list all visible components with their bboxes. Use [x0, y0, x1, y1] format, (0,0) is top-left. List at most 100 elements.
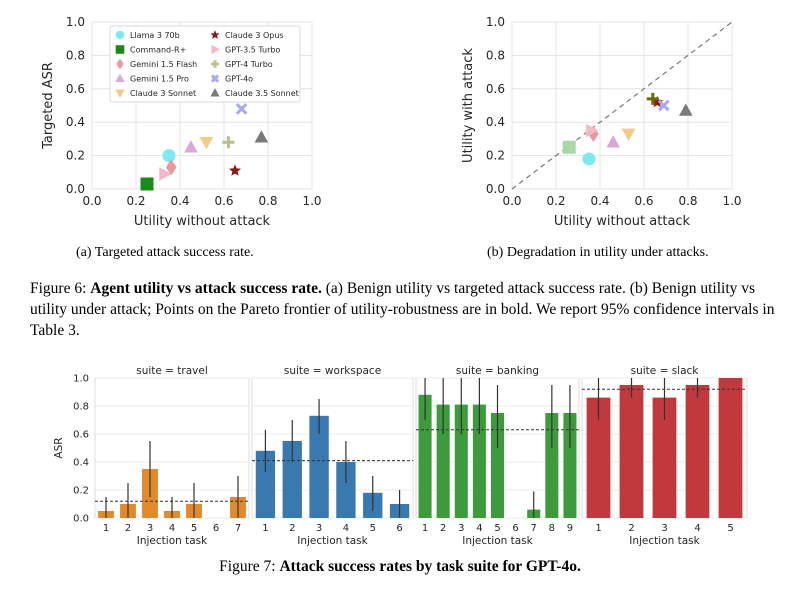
- point-claude-3-5-sonnet: [254, 130, 269, 143]
- bar-suite-banking-2: [436, 404, 450, 518]
- figure-6-label: Figure 6:: [30, 280, 87, 297]
- y-tick-label: 0.0: [66, 182, 85, 196]
- bar-suite-banking-9: [563, 413, 577, 518]
- legend-marker-gpt-4-turbo: [211, 60, 219, 68]
- bar-suite-slack-2: [619, 385, 644, 518]
- point-gemini-1-5-pro: [184, 140, 198, 153]
- x-tick-label: 7: [235, 523, 241, 534]
- y-tick-label: 0.8: [486, 48, 505, 62]
- legend-marker-claude-3-5-sonnet: [210, 88, 220, 97]
- x-tick-label: 0.0: [502, 194, 521, 208]
- x-tick-label: 2: [289, 523, 295, 534]
- point-gpt-3-5-turbo: [159, 167, 172, 181]
- subcaption-b: (b) Degradation in utility under attacks…: [487, 245, 709, 260]
- bar-suite-banking-1: [418, 394, 432, 518]
- point-claude-3-5-sonnet: [678, 103, 693, 116]
- point-claude-3-sonnet: [199, 136, 214, 150]
- figure-7-caption: Figure 7: Attack success rates by task s…: [0, 558, 800, 576]
- legend-marker-gpt-3-5-turbo: [211, 44, 220, 55]
- legend-marker-claude-3-opus: [210, 30, 220, 39]
- legend-label-gpt-4-turbo: GPT-4 Turbo: [225, 60, 273, 69]
- x-tick-label: 8: [549, 523, 555, 534]
- y-axis-label: Utility with attack: [461, 48, 476, 163]
- bar-suite-workspace-3: [309, 415, 329, 518]
- x-axis-label: Injection task: [297, 535, 368, 547]
- y-tick-label: 0.2: [66, 149, 85, 163]
- legend-label-claude-3-5-sonnet: Claude 3.5 Sonnet: [225, 89, 299, 98]
- point-llama-3-70b: [582, 152, 596, 166]
- x-tick-label: 3: [316, 523, 322, 534]
- bar-suite-banking-8: [545, 413, 559, 518]
- y-tick-label: 0.4: [66, 115, 85, 129]
- y-tick-label: 0.8: [73, 402, 89, 413]
- y-axis-label: ASR: [53, 437, 65, 458]
- x-tick-label: 1: [103, 523, 109, 534]
- diagonal-line: [511, 21, 733, 190]
- x-tick-label: 6: [213, 523, 219, 534]
- point-gemini-1-5-pro: [606, 135, 621, 148]
- x-tick-label: 0.6: [214, 194, 233, 208]
- bar-suite-slack-4: [685, 385, 710, 518]
- bar-suite-slack-5: [718, 378, 743, 518]
- x-tick-label: 1.0: [302, 194, 321, 208]
- legend-marker-gemini-1-5-flash: [116, 58, 124, 70]
- point-command-r: [562, 140, 576, 154]
- point-gpt-4-turbo: [646, 92, 659, 105]
- x-tick-label: 5: [191, 523, 197, 534]
- y-tick-label: 0.4: [486, 115, 505, 129]
- x-axis-label: Injection task: [629, 535, 700, 547]
- x-tick-label: 0.2: [546, 194, 565, 208]
- figure-6-caption: Figure 6: Agent utility vs attack succes…: [30, 278, 775, 341]
- legend-label-gemini-1-5-pro: Gemini 1.5 Pro: [130, 75, 189, 84]
- bar-suite-slack-3: [652, 397, 677, 518]
- point-gpt-3-5-turbo: [585, 123, 599, 138]
- figure-6b-scatter: 0.00.0 0.2 0.2 0.4 0.4 0.6 0.6 0.8 0.8 1.0 1.0 Util…: [461, 15, 742, 229]
- x-tick-label: 3: [147, 523, 153, 534]
- x-tick-label: 4: [476, 523, 482, 534]
- subcaption-a: (a) Targeted attack success rate.: [76, 245, 254, 260]
- y-tick-label: 0.6: [486, 82, 505, 96]
- bar-suite-slack-1: [586, 397, 611, 518]
- x-tick-label: 0.0: [82, 194, 101, 208]
- x-tick-label: 2: [628, 523, 634, 534]
- point-gpt-4o: [235, 102, 248, 115]
- y-tick-label: 0.2: [73, 486, 89, 497]
- legend-label-gemini-1-5-flash: Gemini 1.5 Flash: [130, 60, 197, 69]
- x-tick-label: 2: [440, 523, 446, 534]
- x-tick-label: 4: [694, 523, 700, 534]
- x-axis-label: Utility without attack: [554, 214, 691, 229]
- x-tick-label: 0.6: [634, 194, 653, 208]
- bar-suite-workspace-4: [336, 462, 356, 518]
- legend-label-gpt-3-5-turbo: GPT-3.5 Turbo: [225, 46, 280, 55]
- legend-label-claude-3-sonnet: Claude 3 Sonnet: [130, 89, 196, 98]
- y-tick-label: 0.0: [73, 514, 89, 525]
- x-tick-label: 9: [567, 523, 573, 534]
- point-command-r: [140, 177, 154, 191]
- x-tick-label: 5: [727, 523, 733, 534]
- legend-marker-command-r: [115, 45, 125, 54]
- x-axis-label: Injection task: [137, 535, 208, 547]
- figure-7-title: Attack success rates by task suite for G…: [279, 558, 581, 575]
- legend-marker-gemini-1-5-pro: [115, 73, 125, 83]
- point-claude-3-opus: [228, 164, 242, 176]
- y-tick-label: 1.0: [486, 15, 505, 29]
- x-tick-label: 0.2: [126, 194, 145, 208]
- x-tick-label: 6: [396, 523, 402, 534]
- x-tick-label: 1: [595, 523, 601, 534]
- legend-box: [109, 25, 301, 103]
- x-tick-label: 0.8: [258, 194, 277, 208]
- panel-title-suite-workspace: suite = workspace: [284, 365, 381, 377]
- point-gemini-1-5-flash: [165, 159, 177, 176]
- legend-label-command-r: Command-R+: [130, 46, 186, 55]
- x-tick-label: 6: [512, 523, 518, 534]
- y-axis-label: Targeted ASR: [41, 62, 56, 150]
- y-tick-label: 1.0: [66, 15, 85, 29]
- panel-frame: [251, 377, 414, 519]
- legend-label-claude-3-opus: Claude 3 Opus: [225, 31, 284, 40]
- y-tick-label: 0.6: [73, 430, 89, 441]
- bar-suite-banking-5: [490, 413, 505, 518]
- bar-suite-workspace-1: [255, 450, 276, 518]
- legend-marker-gpt-4o: [210, 74, 220, 83]
- y-tick-label: 0.0: [486, 182, 505, 196]
- x-tick-label: 4: [169, 523, 175, 534]
